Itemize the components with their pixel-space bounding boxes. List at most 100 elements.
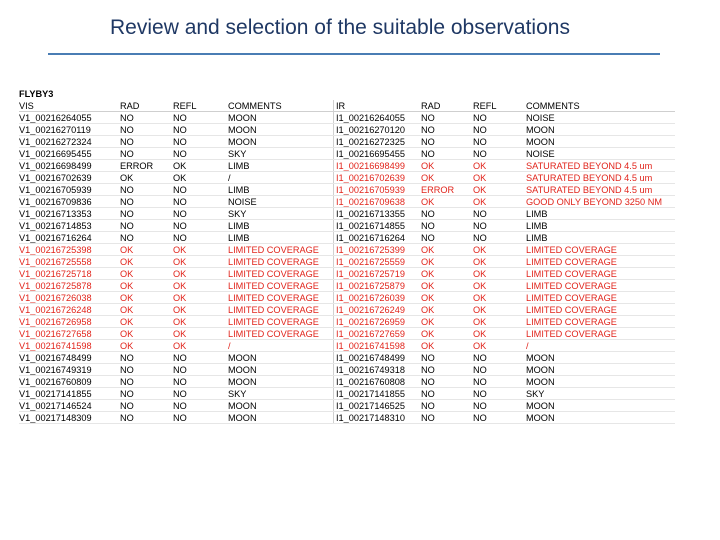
table-header-row: VIS RAD REFL COMMENTS IR RAD REFL COMMEN… — [19, 100, 675, 112]
vis-comment-cell: LIMITED COVERAGE — [228, 304, 334, 315]
table-row: V1_00216264055 NO NO MOON I1_00216264055 NO NO… — [19, 112, 675, 124]
ir-id-cell: I1_00216726959 — [336, 317, 405, 327]
vis-refl-cell: NO — [173, 197, 187, 207]
ir-comment-cell: LIMITED COVERAGE — [526, 329, 617, 339]
ir-id-cell: I1_00216713355 — [336, 209, 405, 219]
ir-refl-cell: NO — [473, 221, 487, 231]
ir-refl-cell: OK — [473, 305, 487, 315]
ir-rad-cell: NO — [421, 401, 435, 411]
ir-id-cell: I1_00216725719 — [336, 269, 405, 279]
vis-rad-cell: NO — [120, 209, 134, 219]
ir-refl-cell: OK — [473, 317, 487, 327]
vis-comment-cell: LIMB — [228, 184, 334, 195]
vis-refl-cell: OK — [173, 257, 187, 267]
table-row: V1_00216702639 OK OK / I1_00216702639 OK OK SAT… — [19, 172, 675, 184]
ir-id-cell: I1_00216272325 — [336, 137, 405, 147]
ir-rad-cell: OK — [421, 293, 435, 303]
ir-id-cell: I1_00216270120 — [336, 125, 405, 135]
ir-id-cell: I1_00216725879 — [336, 281, 405, 291]
vis-id-cell: V1_00216760809 — [19, 377, 92, 387]
vis-rad-cell: OK — [120, 329, 134, 339]
table-row: V1_00216725558 OK OK LIMITED COVERAGE I1_002… — [19, 256, 675, 268]
vis-comment-cell: MOON — [228, 112, 334, 123]
ir-comment-cell: MOON — [526, 353, 555, 363]
ir-id-cell: I1_00216748499 — [336, 353, 405, 363]
table-row: V1_00216272324 NO NO MOON I1_00216272325 NO NO… — [19, 136, 675, 148]
vis-comment-cell: LIMB — [228, 232, 334, 243]
vis-refl-cell: OK — [173, 269, 187, 279]
ir-comment-cell: LIMB — [526, 221, 548, 231]
vis-id-cell: V1_00216709836 — [19, 197, 92, 207]
vis-comment-cell: LIMITED COVERAGE — [228, 256, 334, 267]
vis-refl-cell: NO — [173, 365, 187, 375]
ir-comment-cell: SATURATED BEYOND 4.5 um — [526, 185, 653, 195]
vis-refl-cell: NO — [173, 221, 187, 231]
vis-id-cell: V1_00216726958 — [19, 317, 92, 327]
vis-rad-cell: NO — [120, 149, 134, 159]
ir-refl-cell: OK — [473, 185, 487, 195]
ir-rad-cell: OK — [421, 245, 435, 255]
vis-rad-cell: NO — [120, 185, 134, 195]
vis-id-cell: V1_00216741598 — [19, 341, 92, 351]
vis-comment-cell: MOON — [228, 376, 334, 387]
ir-refl-cell: NO — [473, 209, 487, 219]
vis-comment-cell: / — [228, 340, 334, 351]
ir-rad-cell: NO — [421, 149, 435, 159]
vis-id-cell: V1_00216726248 — [19, 305, 92, 315]
vis-rad-cell: OK — [120, 305, 134, 315]
ir-rad-cell: OK — [421, 281, 435, 291]
vis-rad-cell: OK — [120, 317, 134, 327]
vis-rad-cell: NO — [120, 197, 134, 207]
ir-id-cell: I1_00216741598 — [336, 341, 405, 351]
table-row: V1_00217146524 NO NO MOON I1_00217146525 NO NO… — [19, 400, 675, 412]
ir-id-cell: I1_00216726039 — [336, 293, 405, 303]
ir-id-cell: I1_00216727659 — [336, 329, 405, 339]
ir-rad-cell: NO — [421, 353, 435, 363]
vis-rad-cell: NO — [120, 413, 134, 423]
vis-id-cell: V1_00217146524 — [19, 401, 92, 411]
ir-id-cell: I1_00216702639 — [336, 173, 405, 183]
ir-id-cell: I1_00216725559 — [336, 257, 405, 267]
ir-refl-cell: OK — [473, 245, 487, 255]
ir-refl-cell: OK — [473, 269, 487, 279]
flyby-label: FLYBY3 — [19, 89, 54, 99]
title-underline — [48, 53, 660, 55]
vis-refl-cell: NO — [173, 377, 187, 387]
ir-refl-cell: NO — [473, 233, 487, 243]
ir-id-cell: I1_00216749318 — [336, 365, 405, 375]
vis-comment-cell: LIMB — [228, 220, 334, 231]
ir-rad-cell: ERROR — [421, 185, 455, 195]
ir-id-cell: I1_00216698499 — [336, 161, 405, 171]
ir-id-cell: I1_00216716264 — [336, 233, 405, 243]
ir-refl-cell: OK — [473, 257, 487, 267]
ir-comment-cell: MOON — [526, 125, 555, 135]
ir-rad-cell: OK — [421, 269, 435, 279]
vis-comment-cell: LIMITED COVERAGE — [228, 316, 334, 327]
ir-rad-cell: NO — [421, 389, 435, 399]
ir-refl-cell: NO — [473, 137, 487, 147]
table-row: V1_00216725878 OK OK LIMITED COVERAGE I1_002… — [19, 280, 675, 292]
vis-id-cell: V1_00216716264 — [19, 233, 92, 243]
vis-comment-cell: MOON — [228, 352, 334, 363]
ir-rad-cell: NO — [421, 221, 435, 231]
vis-id-cell: V1_00216749319 — [19, 365, 92, 375]
ir-rad-cell: OK — [421, 305, 435, 315]
ir-refl-cell: NO — [473, 125, 487, 135]
ir-refl-cell: NO — [473, 149, 487, 159]
ir-comment-cell: MOON — [526, 401, 555, 411]
table-row: V1_00216270119 NO NO MOON I1_00216270120 NO NO… — [19, 124, 675, 136]
ir-comment-cell: LIMITED COVERAGE — [526, 281, 617, 291]
ir-comment-cell: NOISE — [526, 113, 555, 123]
ir-comment-cell: MOON — [526, 365, 555, 375]
vis-refl-cell: OK — [173, 293, 187, 303]
vis-rad-cell: OK — [120, 257, 134, 267]
table-row: V1_00216726248 OK OK LIMITED COVERAGE I1_002… — [19, 304, 675, 316]
vis-refl-cell: OK — [173, 173, 187, 183]
page-title: Review and selection of the suitable obs… — [110, 16, 570, 39]
header-vis-refl: REFL — [173, 101, 197, 111]
vis-rad-cell: OK — [120, 293, 134, 303]
vis-comment-cell: LIMITED COVERAGE — [228, 292, 334, 303]
ir-refl-cell: OK — [473, 161, 487, 171]
table-row: V1_00216714853 NO NO LIMB I1_00216714855 NO NO… — [19, 220, 675, 232]
vis-comment-cell: LIMB — [228, 160, 334, 171]
